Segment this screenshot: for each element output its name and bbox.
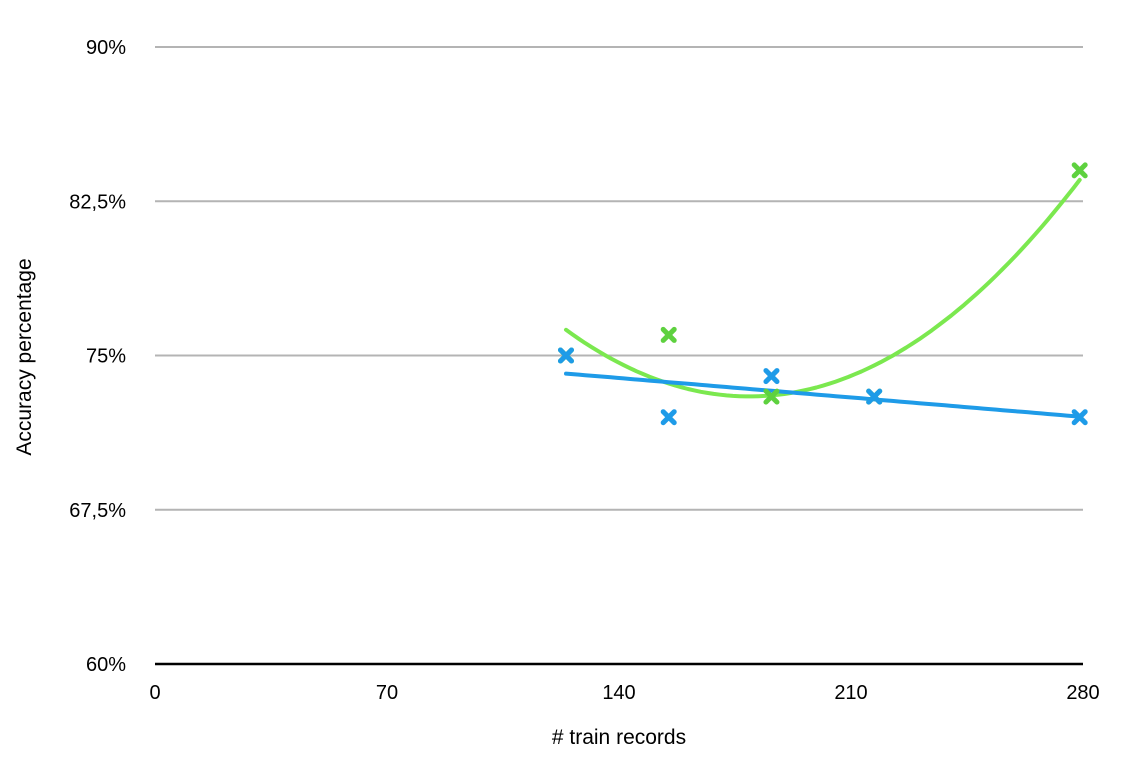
y-tick-label: 75% xyxy=(86,346,126,368)
data-point-marker xyxy=(763,388,780,405)
trendlines xyxy=(564,177,1082,419)
data-point-marker xyxy=(660,409,677,426)
data-point-marker xyxy=(660,326,677,343)
data-point-marker xyxy=(557,347,574,364)
data-point-marker xyxy=(1071,162,1088,179)
y-axis-ticks: 60% 67,5% 75% 82,5% 90% xyxy=(69,37,126,676)
y-tick-label: 90% xyxy=(86,37,126,59)
data-point-marker xyxy=(1071,409,1088,426)
y-axis-title: Accuracy percentage xyxy=(13,258,36,455)
x-tick-label: 140 xyxy=(602,682,635,704)
x-tick-label: 280 xyxy=(1066,682,1099,704)
x-axis-title: # train records xyxy=(552,726,686,749)
x-tick-label: 70 xyxy=(376,682,398,704)
x-axis-ticks: 0 70 140 210 280 xyxy=(149,682,1099,704)
x-tick-label: 210 xyxy=(834,682,867,704)
y-tick-label: 67,5% xyxy=(69,500,126,522)
trendline xyxy=(564,371,1082,419)
x-tick-label: 0 xyxy=(149,682,160,704)
y-tick-label: 82,5% xyxy=(69,191,126,213)
trendline xyxy=(564,177,1082,399)
data-point-marker xyxy=(763,368,780,385)
y-tick-label: 60% xyxy=(86,654,126,676)
gridlines xyxy=(155,46,1083,511)
data-point-marker xyxy=(866,388,883,405)
data-points xyxy=(557,162,1088,426)
